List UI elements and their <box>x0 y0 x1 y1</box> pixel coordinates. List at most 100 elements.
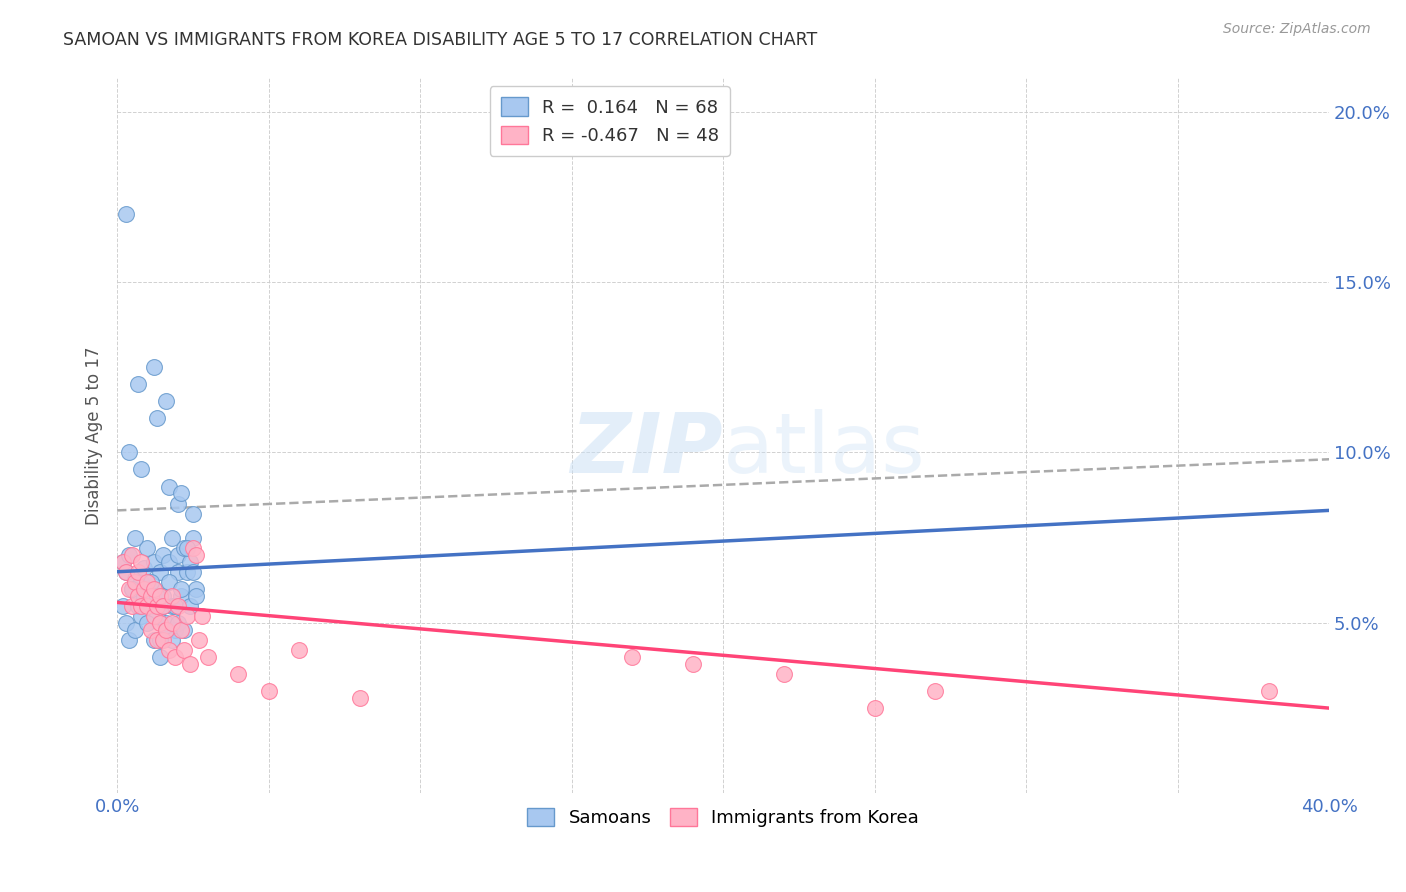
Point <box>288 643 311 657</box>
Point <box>257 684 280 698</box>
Legend: Samoans, Immigrants from Korea: Samoans, Immigrants from Korea <box>520 801 927 834</box>
Point <box>181 531 204 545</box>
Point <box>139 574 162 589</box>
Point <box>170 589 193 603</box>
Point <box>121 599 143 613</box>
Point <box>163 650 186 665</box>
Point <box>179 657 201 671</box>
Point <box>136 541 159 555</box>
Point <box>134 589 156 603</box>
Point <box>145 609 167 624</box>
Point <box>149 632 172 647</box>
Point <box>115 615 138 630</box>
Point <box>184 582 207 596</box>
Point <box>166 565 188 579</box>
Point <box>181 507 204 521</box>
Point <box>152 599 174 613</box>
Point <box>115 207 138 221</box>
Y-axis label: Disability Age 5 to 17: Disability Age 5 to 17 <box>86 346 103 524</box>
Point <box>149 589 172 603</box>
Point <box>139 589 162 603</box>
Point <box>142 582 165 596</box>
Point <box>145 589 167 603</box>
Point <box>131 599 153 613</box>
Point <box>160 615 183 630</box>
Point <box>188 632 211 647</box>
Point <box>176 541 198 555</box>
Point <box>127 589 149 603</box>
Point <box>173 643 195 657</box>
Point <box>155 623 177 637</box>
Point <box>124 572 146 586</box>
Point <box>118 548 141 562</box>
Point <box>621 650 644 665</box>
Point <box>136 589 159 603</box>
Point <box>155 623 177 637</box>
Point <box>118 445 141 459</box>
Point <box>1257 684 1279 698</box>
Point <box>184 548 207 562</box>
Point <box>176 565 198 579</box>
Point <box>176 609 198 624</box>
Point <box>121 582 143 596</box>
Point <box>115 565 138 579</box>
Point <box>118 632 141 647</box>
Point <box>142 609 165 624</box>
Point <box>155 394 177 409</box>
Point <box>136 615 159 630</box>
Point <box>181 541 204 555</box>
Point <box>115 565 138 579</box>
Point <box>131 574 153 589</box>
Point <box>682 657 704 671</box>
Point <box>160 589 183 603</box>
Point <box>118 582 141 596</box>
Point <box>121 548 143 562</box>
Point <box>184 589 207 603</box>
Point <box>191 609 214 624</box>
Point <box>157 643 180 657</box>
Point <box>349 690 371 705</box>
Point <box>142 360 165 375</box>
Point <box>181 565 204 579</box>
Point <box>197 650 219 665</box>
Point <box>166 599 188 613</box>
Point <box>136 574 159 589</box>
Point <box>170 582 193 596</box>
Point <box>160 531 183 545</box>
Point <box>157 479 180 493</box>
Point <box>142 582 165 596</box>
Point <box>134 561 156 575</box>
Text: ZIP: ZIP <box>571 409 723 491</box>
Point <box>142 632 165 647</box>
Point <box>166 615 188 630</box>
Point <box>149 565 172 579</box>
Point <box>149 650 172 665</box>
Point <box>139 623 162 637</box>
Point <box>179 599 201 613</box>
Point <box>863 701 886 715</box>
Point <box>112 555 135 569</box>
Point <box>134 582 156 596</box>
Point <box>127 565 149 579</box>
Point <box>124 574 146 589</box>
Point <box>145 599 167 613</box>
Point <box>163 599 186 613</box>
Point <box>152 548 174 562</box>
Point <box>145 632 167 647</box>
Point <box>112 555 135 569</box>
Point <box>179 555 201 569</box>
Point <box>124 623 146 637</box>
Point <box>131 609 153 624</box>
Point <box>170 486 193 500</box>
Point <box>112 599 135 613</box>
Point <box>139 599 162 613</box>
Point <box>157 555 180 569</box>
Point <box>924 684 946 698</box>
Point <box>127 599 149 613</box>
Point <box>124 531 146 545</box>
Text: SAMOAN VS IMMIGRANTS FROM KOREA DISABILITY AGE 5 TO 17 CORRELATION CHART: SAMOAN VS IMMIGRANTS FROM KOREA DISABILI… <box>63 31 817 49</box>
Point <box>772 667 794 681</box>
Point <box>160 632 183 647</box>
Point <box>152 589 174 603</box>
Point <box>157 574 180 589</box>
